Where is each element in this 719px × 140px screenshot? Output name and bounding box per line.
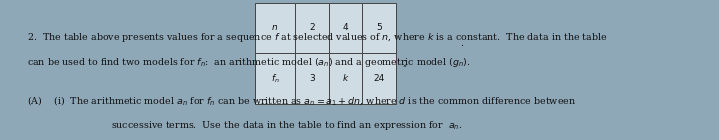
Text: (A)    (i)  The arithmetic model $a_n$ for $f_n$ can be written as $a_n = a_1 + : (A) (i) The arithmetic model $a_n$ for $…: [27, 94, 577, 107]
Bar: [329, 3, 362, 53]
Text: .: .: [460, 39, 463, 48]
Bar: [255, 53, 295, 104]
Text: $f_n$: $f_n$: [270, 72, 280, 85]
Text: $n$: $n$: [272, 24, 278, 32]
Text: ’’: ’’: [403, 65, 408, 74]
Text: successive terms.  Use the data in the table to find an expression for  $a_n$.: successive terms. Use the data in the ta…: [111, 119, 463, 132]
Text: 2: 2: [309, 24, 314, 32]
Text: k: k: [343, 74, 348, 83]
Bar: [362, 3, 396, 53]
Text: 24: 24: [374, 74, 385, 83]
Bar: [362, 53, 396, 104]
Text: 5: 5: [377, 24, 382, 32]
Text: 4: 4: [343, 24, 348, 32]
Bar: [255, 3, 295, 53]
Text: 2.  The table above presents values for a sequence $f$ at selected values of $n$: 2. The table above presents values for a…: [27, 31, 608, 44]
Bar: [295, 3, 329, 53]
Text: 3: 3: [309, 74, 314, 83]
Text: can be used to find two models for $f_n$:  an arithmetic model $(a_n)$ and a geo: can be used to find two models for $f_n$…: [27, 56, 471, 69]
Bar: [295, 53, 329, 104]
Bar: [329, 53, 362, 104]
